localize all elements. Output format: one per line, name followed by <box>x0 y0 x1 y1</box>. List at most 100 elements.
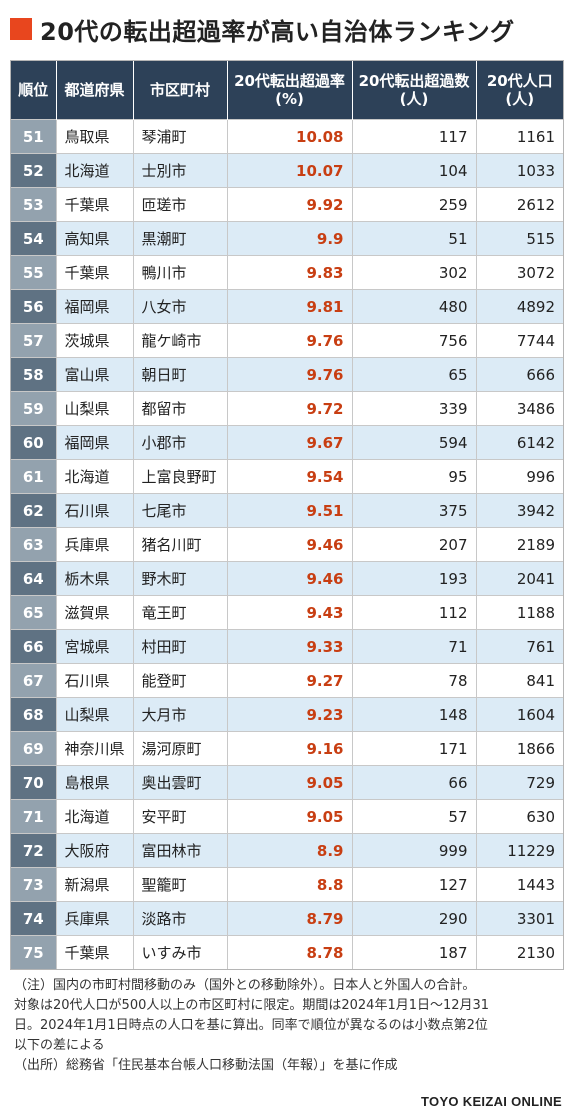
table-row: 61 北海道 上富良野町 9.54 95 996 <box>11 459 563 494</box>
rank-cell: 57 <box>11 323 56 358</box>
rank-cell: 52 <box>11 153 56 188</box>
population-cell: 729 <box>475 765 563 800</box>
population-cell: 2041 <box>475 561 563 596</box>
municipality-cell: 聖籠町 <box>132 867 227 902</box>
outflow-rate-cell: 9.54 <box>226 459 352 494</box>
table-row: 60 福岡県 小郡市 9.67 594 6142 <box>11 425 563 460</box>
municipality-cell: 上富良野町 <box>132 459 227 494</box>
municipality-cell: 野木町 <box>132 561 227 596</box>
population-cell: 841 <box>475 663 563 698</box>
outflow-count-cell: 290 <box>351 901 476 936</box>
rank-cell: 74 <box>11 901 56 936</box>
municipality-cell: 朝日町 <box>132 357 227 392</box>
column-header-population: 20代人口 (人) <box>475 61 563 120</box>
table-row: 71 北海道 安平町 9.05 57 630 <box>11 799 563 834</box>
outflow-rate-cell: 9.46 <box>226 527 352 562</box>
page-title: 20代の転出超過率が高い自治体ランキング <box>40 17 515 46</box>
outflow-count-cell: 148 <box>351 697 476 732</box>
table-row: 72 大阪府 富田林市 8.9 999 11229 <box>11 833 563 868</box>
rank-cell: 73 <box>11 867 56 902</box>
table-row: 64 栃木県 野木町 9.46 193 2041 <box>11 561 563 596</box>
outflow-count-cell: 999 <box>351 833 476 868</box>
prefecture-cell: 北海道 <box>55 799 133 834</box>
prefecture-cell: 北海道 <box>55 459 133 494</box>
prefecture-cell: 神奈川県 <box>55 731 133 766</box>
table-row: 67 石川県 能登町 9.27 78 841 <box>11 663 563 698</box>
municipality-cell: 八女市 <box>132 289 227 324</box>
outflow-rate-cell: 9.92 <box>226 187 352 222</box>
footnote-line: （注）国内の市町村間移動のみ（国外との移動除外）。日本人と外国人の合計。 <box>14 978 476 993</box>
rank-cell: 71 <box>11 799 56 834</box>
municipality-cell: いすみ市 <box>132 935 227 969</box>
municipality-cell: 匝瑳市 <box>132 187 227 222</box>
outflow-count-cell: 302 <box>351 255 476 290</box>
ranking-table-container: 順位 都道府県 市区町村 20代転出超過率 (%) 20代転出超過数 (人) 20代… <box>10 60 564 970</box>
prefecture-cell: 千葉県 <box>55 187 133 222</box>
prefecture-cell: 石川県 <box>55 493 133 528</box>
rank-cell: 67 <box>11 663 56 698</box>
table-row: 58 富山県 朝日町 9.76 65 666 <box>11 357 563 392</box>
footnote-line: 以下の差による <box>14 1038 105 1053</box>
table-row: 68 山梨県 大月市 9.23 148 1604 <box>11 697 563 732</box>
outflow-count-cell: 259 <box>351 187 476 222</box>
footnotes: （注）国内の市町村間移動のみ（国外との移動除外）。日本人と外国人の合計。 対象は… <box>14 976 559 1076</box>
municipality-cell: 士別市 <box>132 153 227 188</box>
rank-cell: 64 <box>11 561 56 596</box>
prefecture-cell: 茨城県 <box>55 323 133 358</box>
outflow-rate-cell: 9.67 <box>226 425 352 460</box>
population-cell: 1604 <box>475 697 563 732</box>
table-row: 53 千葉県 匝瑳市 9.92 259 2612 <box>11 187 563 222</box>
population-cell: 7744 <box>475 323 563 358</box>
prefecture-cell: 兵庫県 <box>55 527 133 562</box>
municipality-cell: 奥出雲町 <box>132 765 227 800</box>
rank-cell: 75 <box>11 935 56 969</box>
outflow-count-cell: 375 <box>351 493 476 528</box>
outflow-rate-cell: 8.8 <box>226 867 352 902</box>
rank-cell: 51 <box>11 119 56 154</box>
table-row: 75 千葉県 いすみ市 8.78 187 2130 <box>11 935 563 969</box>
table-body: 51 鳥取県 琴浦町 10.08 117 1161 52 北海道 士別市 10.07 104 1033… <box>11 119 563 969</box>
rank-cell: 60 <box>11 425 56 460</box>
outflow-count-cell: 171 <box>351 731 476 766</box>
municipality-cell: 湯河原町 <box>132 731 227 766</box>
outflow-count-cell: 187 <box>351 935 476 969</box>
population-cell: 3301 <box>475 901 563 936</box>
rank-cell: 62 <box>11 493 56 528</box>
outflow-rate-cell: 9.72 <box>226 391 352 426</box>
outflow-count-cell: 51 <box>351 221 476 256</box>
prefecture-cell: 千葉県 <box>55 255 133 290</box>
source-note: （出所）総務省「住民基本台帳人口移動法国（年報）」を基に作成 <box>14 1058 398 1073</box>
population-cell: 761 <box>475 629 563 664</box>
title-bar: 20代の転出超過率が高い自治体ランキング <box>10 10 515 48</box>
prefecture-cell: 大阪府 <box>55 833 133 868</box>
population-cell: 3942 <box>475 493 563 528</box>
table-row: 63 兵庫県 猪名川町 9.46 207 2189 <box>11 527 563 562</box>
rank-cell: 58 <box>11 357 56 392</box>
municipality-cell: 小郡市 <box>132 425 227 460</box>
table-header-row: 順位 都道府県 市区町村 20代転出超過率 (%) 20代転出超過数 (人) 20代… <box>11 61 563 120</box>
rank-cell: 65 <box>11 595 56 630</box>
outflow-rate-cell: 8.9 <box>226 833 352 868</box>
footnote-line: 対象は20代人口が500人以上の市区町村に限定。期間は2024年1月1日〜12月… <box>14 998 490 1013</box>
ranking-table: 順位 都道府県 市区町村 20代転出超過率 (%) 20代転出超過数 (人) 20代… <box>11 61 563 969</box>
population-cell: 6142 <box>475 425 563 460</box>
prefecture-cell: 石川県 <box>55 663 133 698</box>
rank-cell: 69 <box>11 731 56 766</box>
prefecture-cell: 島根県 <box>55 765 133 800</box>
municipality-cell: 黒潮町 <box>132 221 227 256</box>
table-row: 69 神奈川県 湯河原町 9.16 171 1866 <box>11 731 563 766</box>
outflow-count-cell: 57 <box>351 799 476 834</box>
outflow-rate-cell: 9.05 <box>226 765 352 800</box>
table-row: 55 千葉県 鴨川市 9.83 302 3072 <box>11 255 563 290</box>
rank-cell: 61 <box>11 459 56 494</box>
population-cell: 630 <box>475 799 563 834</box>
population-cell: 1161 <box>475 119 563 154</box>
population-cell: 2130 <box>475 935 563 969</box>
rank-cell: 55 <box>11 255 56 290</box>
column-header-rank: 順位 <box>11 61 56 120</box>
population-cell: 3486 <box>475 391 563 426</box>
outflow-count-cell: 104 <box>351 153 476 188</box>
rank-cell: 54 <box>11 221 56 256</box>
municipality-cell: 琴浦町 <box>132 119 227 154</box>
outflow-rate-cell: 8.78 <box>226 935 352 969</box>
